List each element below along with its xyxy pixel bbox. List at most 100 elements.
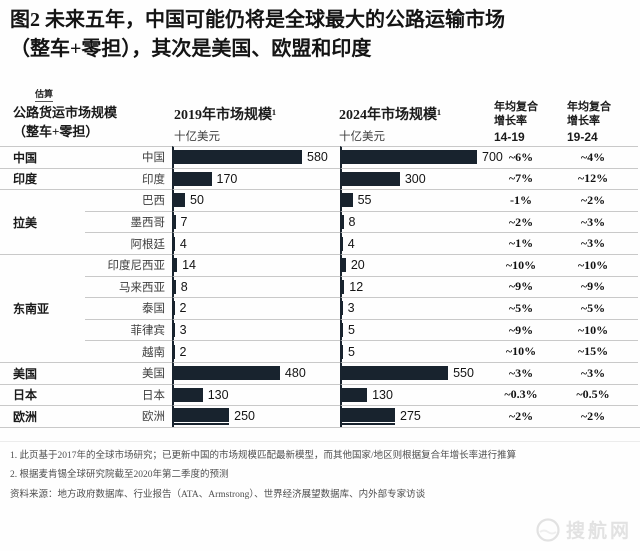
bar-cell-2024: 300	[340, 167, 490, 190]
bar-2024-wrap	[342, 236, 343, 251]
value-2019: 14	[182, 258, 196, 273]
bar-cell-2024: 5	[340, 318, 490, 341]
bar-2024-rect	[342, 344, 343, 359]
bar-cell-2024: 8	[340, 210, 490, 233]
bar-2024-wrap	[342, 193, 353, 208]
value-2019: 130	[207, 387, 229, 402]
market-table-body: 中国 中国 580 700 ~6% ~4% 印度 印度 170	[0, 146, 640, 428]
bar-2024-rect	[342, 301, 343, 316]
cagr-19-24-value: ~12%	[562, 167, 638, 190]
country-label: 美国	[85, 361, 172, 384]
bar-2019-wrap	[174, 150, 302, 165]
column-header-2024-unit: 十亿美元	[339, 131, 385, 143]
region-group-label: 日本	[0, 383, 85, 406]
cagr-14-19-value: ~6%	[490, 146, 562, 168]
bar-2019-rect	[174, 258, 178, 273]
bar-cell-2019: 250	[172, 405, 340, 427]
column-header-2019: 2019年市场规模¹ 十亿美元	[174, 104, 276, 144]
country-label: 巴西	[85, 189, 172, 211]
bar-cell-2019: 3	[172, 318, 340, 341]
bar-2024-rect	[342, 387, 368, 402]
table-row: 巴西 50 55 -1% ~2%	[0, 189, 640, 211]
country-label: 印度	[85, 167, 172, 190]
bar-cell-2024: 20	[340, 253, 490, 276]
bar-2024-rect	[342, 171, 400, 186]
cagr-14-19-value: ~10%	[490, 253, 562, 276]
value-2019: 580	[307, 150, 328, 165]
bar-2024-rect	[342, 193, 353, 208]
table-row: 阿根廷 4 4 ~1% ~3%	[0, 232, 640, 254]
bar-2019-rect	[174, 171, 212, 186]
value-2024: 3	[347, 301, 355, 316]
bar-2024-rect	[342, 236, 343, 251]
column-header-2024: 2024年市场规模¹ 十亿美元	[339, 104, 441, 144]
footnote-divider	[0, 441, 640, 442]
bar-2024-rect	[342, 366, 449, 381]
table-row: 印度 印度 170 300 ~7% ~12%	[0, 167, 640, 190]
bar-2024-wrap	[342, 407, 396, 425]
region-group-label: 中国	[0, 146, 85, 168]
cagr-14-19-line2: 增长率	[494, 115, 527, 128]
bar-2019-wrap	[174, 323, 175, 338]
bar-2019-rect	[174, 279, 176, 294]
value-2024: 550	[453, 366, 474, 381]
bar-cell-2024: 130	[340, 383, 490, 406]
bar-2024-rect	[342, 407, 396, 422]
bar-cell-2024: 700	[340, 146, 503, 168]
cagr-14-19-line1: 年均复合	[494, 101, 538, 113]
region-group-label	[0, 276, 85, 298]
bar-cell-2024: 4	[340, 232, 490, 254]
source-line: 资料来源：地方政府数据库、行业报告（ATA、Armstrong）、世界经济展望数…	[10, 490, 426, 500]
bar-cell-2024: 3	[340, 297, 490, 319]
value-2019: 2	[179, 301, 187, 316]
bar-2019-wrap	[174, 215, 176, 230]
value-2024: 5	[347, 323, 355, 338]
cagr-14-19-value: ~5%	[490, 297, 562, 319]
cagr-14-19-value: ~0.3%	[490, 383, 562, 406]
bar-2024-wrap	[342, 323, 343, 338]
cagr-14-19-value: ~1%	[490, 232, 562, 254]
bar-2024-wrap	[342, 258, 346, 273]
bar-2024-wrap	[342, 150, 477, 165]
value-2019: 170	[216, 171, 238, 186]
value-2019: 8	[180, 279, 188, 294]
bar-2019-rect	[174, 407, 230, 422]
bar-2019-wrap	[174, 236, 175, 251]
value-2024: 700	[482, 150, 503, 165]
bar-cell-2019: 2	[172, 297, 340, 319]
bar-2024-rect	[342, 150, 477, 165]
region-group-label	[0, 340, 85, 362]
row-dimension-header-line1: 公路货运市场规模	[13, 105, 118, 120]
value-2024: 20	[350, 258, 365, 273]
bar-cell-2019: 7	[172, 210, 340, 233]
bar-cell-2019: 8	[172, 275, 340, 298]
value-2019: 480	[284, 366, 306, 381]
cagr-19-24-value: ~2%	[562, 189, 638, 211]
bar-2019-rect	[174, 366, 280, 381]
cagr-19-24-line2: 增长率	[567, 115, 600, 128]
row-dimension-header: 公路货运市场规模 （整车+零担）	[13, 104, 117, 142]
cagr-14-19-value: ~2%	[490, 210, 562, 233]
cagr-19-24-range: 19-24	[567, 129, 598, 144]
bar-2024-wrap	[342, 279, 345, 294]
bar-cell-2019: 2	[172, 340, 340, 362]
value-2024: 4	[347, 236, 355, 251]
bar-cell-2019: 14	[172, 253, 340, 276]
table-row: 马来西亚 8 12 ~9% ~9%	[0, 275, 640, 298]
country-label: 菲律宾	[85, 318, 172, 341]
region-group-label	[0, 232, 85, 254]
estimate-label: 估算	[35, 87, 54, 102]
bar-cell-2024: 55	[340, 189, 490, 211]
region-group-label: 东南亚	[13, 301, 50, 316]
figure-title: 图2 未来五年，中国可能仍将是全球最大的公路运输市场 （整车+零担），其次是美国…	[10, 6, 630, 64]
bar-2019-rect	[174, 193, 186, 208]
bar-2024-rect	[342, 258, 346, 273]
bar-2019-wrap	[174, 258, 178, 273]
bar-2024-wrap	[342, 215, 344, 230]
bar-2024-wrap	[342, 171, 400, 186]
bar-2019-wrap	[174, 279, 176, 294]
cagr-19-24-value: ~2%	[562, 405, 638, 427]
bar-cell-2019: 130	[172, 383, 340, 406]
column-header-2019-title: 2019年市场规模¹	[174, 108, 277, 123]
